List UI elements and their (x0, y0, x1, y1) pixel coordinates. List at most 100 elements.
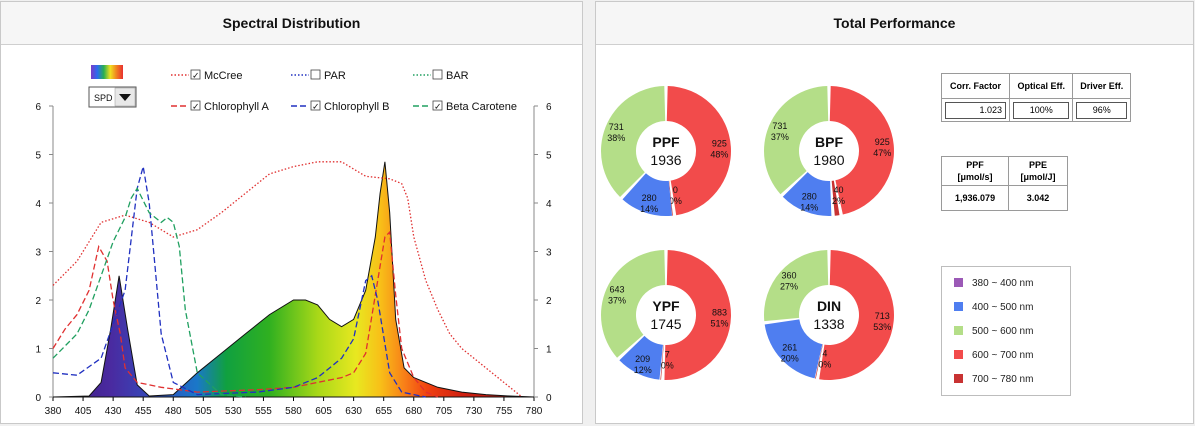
segment-percent: 37% (771, 132, 789, 142)
segment-percent: 14% (640, 204, 658, 214)
color-swatch (954, 374, 963, 383)
segment-value: 7 (665, 349, 670, 359)
y-tick-label-right: 5 (546, 151, 552, 162)
check-icon: ✓ (192, 71, 200, 81)
x-tick-label: 555 (255, 406, 272, 417)
ppf-table: PPF [μmol/s] PPE [μmol/J] 1,936.079 3.042 (940, 156, 1068, 211)
x-tick-label: 405 (75, 406, 92, 417)
dropdown-value: SPD (94, 93, 113, 103)
segment-value: 40 (833, 185, 843, 195)
x-tick-label: 705 (435, 406, 452, 417)
check-icon: ✓ (312, 102, 320, 112)
donut-segment (666, 86, 732, 216)
optical-eff-field[interactable]: 100% (1008, 98, 1074, 122)
x-tick-label: 780 (526, 406, 543, 417)
donut-segment (601, 86, 666, 197)
donut-total: 1936 (650, 152, 681, 168)
segment-percent: 38% (607, 133, 625, 143)
legend-label: Chlorophyll B (324, 101, 389, 113)
range-legend-item: 380 ~ 400 nm (954, 276, 1033, 292)
y-tick-label-left: 1 (35, 345, 41, 356)
x-tick-label: 505 (195, 406, 212, 417)
legend-checkbox[interactable] (310, 69, 321, 80)
corr-factor-header: Corr. Factor (941, 73, 1010, 99)
donut-title: PPF (652, 134, 680, 150)
driver-eff-header: Driver Eff. (1072, 73, 1131, 99)
legend-label: PAR (324, 70, 346, 82)
wavelength-range-legend: 380 ~ 400 nm 400 ~ 500 nm 500 ~ 600 nm 600 … (941, 266, 1071, 396)
legend-checkbox[interactable] (432, 100, 443, 111)
segment-value: 925 (875, 137, 890, 147)
donut-hole (800, 286, 858, 344)
spd-dropdown[interactable]: SPD (88, 86, 137, 108)
segment-value: 280 (642, 193, 657, 203)
range-legend-item: 600 ~ 700 nm (954, 348, 1033, 364)
color-swatch (954, 350, 963, 359)
legend-item-par[interactable]: PAR (291, 69, 346, 82)
donut-title: BPF (815, 134, 843, 150)
y-tick-label-right: 1 (546, 345, 552, 356)
donut-segment (619, 335, 663, 380)
range-label: 700 ~ 780 nm (972, 374, 1034, 385)
segment-percent: 48% (710, 149, 728, 159)
color-swatch (954, 278, 963, 287)
donut-hole (800, 122, 858, 180)
spd-area (52, 161, 535, 398)
spectrum-toggle-icon[interactable] (91, 65, 123, 79)
legend-checkbox[interactable] (432, 69, 443, 80)
donut-segment (831, 180, 840, 216)
legend-label: McCree (204, 70, 243, 82)
x-tick-label: 455 (135, 406, 152, 417)
segment-percent: 27% (780, 282, 798, 292)
legend-item-chlorophyll-b[interactable]: ✓ Chlorophyll B (291, 100, 389, 113)
donut-title: YPF (652, 298, 680, 314)
segment-percent: 0% (669, 196, 682, 206)
check-icon: ✓ (192, 102, 200, 112)
segment-value: 713 (875, 311, 890, 321)
segment-value: 261 (782, 342, 797, 352)
segment-percent: 20% (781, 353, 799, 363)
segment-percent: 14% (800, 203, 818, 213)
segment-value: 280 (802, 192, 817, 202)
y-tick-label-left: 4 (35, 199, 41, 210)
x-tick-label: 480 (165, 406, 182, 417)
donut-segment (819, 250, 895, 380)
spectral-chart: 380 405 430 455 480 505 530 555 580 605 630 655 680 7… (35, 65, 552, 417)
donut-segment (668, 180, 673, 216)
x-tick-label: 605 (315, 406, 332, 417)
donut-segment (764, 319, 823, 379)
corr-factor-field[interactable]: 1.023 (941, 98, 1010, 122)
segment-percent: 53% (873, 322, 891, 332)
series-line-chlorophyll-b (52, 166, 426, 398)
legend-item-bar[interactable]: BAR (413, 69, 469, 82)
optical-eff-header: Optical Eff. (1008, 73, 1074, 99)
range-legend-item: 700 ~ 780 nm (954, 372, 1033, 388)
segment-percent: 0% (661, 360, 674, 370)
y-tick-label-left: 2 (35, 296, 41, 307)
segment-percent: 37% (608, 296, 626, 306)
segment-value: 731 (772, 121, 787, 131)
legend-checkbox[interactable] (190, 100, 201, 111)
check-icon: ✓ (434, 102, 442, 112)
legend-checkbox[interactable] (190, 69, 201, 80)
x-tick-label: 655 (375, 406, 392, 417)
range-label: 380 ~ 400 nm (972, 278, 1034, 289)
legend-checkbox[interactable] (310, 100, 321, 111)
y-tick-label-right: 2 (546, 296, 552, 307)
donut-segment (664, 250, 731, 380)
ppe-value: 3.042 (1008, 185, 1068, 211)
legend-item-beta-carotene[interactable]: ✓ Beta Carotene (413, 100, 517, 113)
legend-label: Chlorophyll A (204, 101, 269, 113)
color-swatch (954, 302, 963, 311)
donut-segment (622, 173, 673, 216)
driver-eff-field[interactable]: 96% (1072, 98, 1131, 122)
legend-item-chlorophyll-a[interactable]: ✓ Chlorophyll A (171, 100, 269, 113)
ppe-header: PPE [μmol/J] (1008, 156, 1068, 186)
spectral-distribution-panel: Spectral Distribution 380 405 430 455 480 505… (0, 1, 583, 424)
legend-item-mccree[interactable]: ✓ McCree (171, 69, 243, 82)
